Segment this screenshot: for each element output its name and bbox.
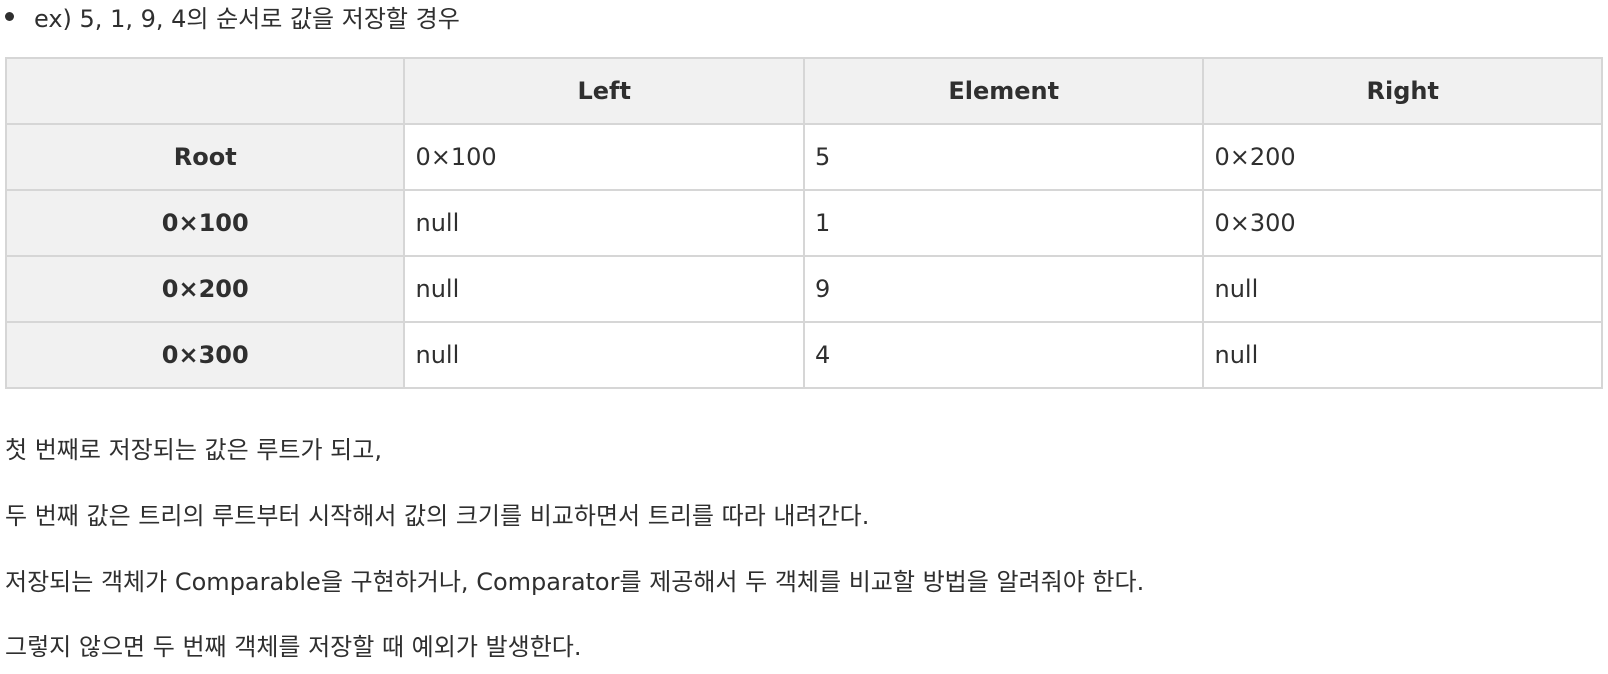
paragraph-exception: 그렇지 않으면 두 번째 객체를 저장할 때 예외가 발생한다.	[5, 633, 582, 661]
table-header-cell: Left	[403, 57, 805, 125]
row-label: 0×100	[4, 189, 406, 257]
left-cell: 0×100	[403, 123, 805, 191]
table-row: 0×100 null 1 0×300	[4, 189, 1603, 257]
table-row: 0×300 null 4 null	[4, 321, 1603, 389]
right-cell: null	[1202, 255, 1603, 323]
row-label: 0×300	[4, 321, 406, 389]
element-cell: 9	[802, 255, 1205, 323]
row-label: 0×200	[4, 255, 406, 323]
left-cell: null	[403, 255, 805, 323]
right-cell: 0×300	[1202, 189, 1603, 257]
paragraph-compare: 두 번째 값은 트리의 루트부터 시작해서 값의 크기를 비교하면서 트리를 따…	[5, 502, 870, 530]
table-header-row: Left Element Right	[4, 57, 1603, 125]
intro-text: ex) 5, 1, 9, 4의 순서로 값을 저장할 경우	[34, 4, 460, 33]
table-header-cell	[4, 57, 406, 125]
paragraph-root: 첫 번째로 저장되는 값은 루트가 되고,	[5, 436, 382, 464]
right-cell: 0×200	[1202, 123, 1603, 191]
table-header-cell: Element	[802, 57, 1205, 125]
intro-bullet-item: ex) 5, 1, 9, 4의 순서로 값을 저장할 경우	[0, 0, 460, 33]
element-cell: 5	[802, 123, 1205, 191]
paragraph-comparable: 저장되는 객체가 Comparable을 구현하거나, Comparator를 …	[5, 568, 1145, 596]
table-row: Root 0×100 5 0×200	[4, 123, 1603, 191]
table-header-cell: Right	[1202, 57, 1603, 125]
element-cell: 4	[802, 321, 1205, 389]
left-cell: null	[403, 321, 805, 389]
element-cell: 1	[802, 189, 1205, 257]
table-row: 0×200 null 9 null	[4, 255, 1603, 323]
tree-node-table: Left Element Right Root 0×100 5 0×200 0×…	[4, 57, 1603, 389]
bullet-icon	[5, 11, 14, 21]
right-cell: null	[1202, 321, 1603, 389]
row-label: Root	[4, 123, 406, 191]
left-cell: null	[403, 189, 805, 257]
